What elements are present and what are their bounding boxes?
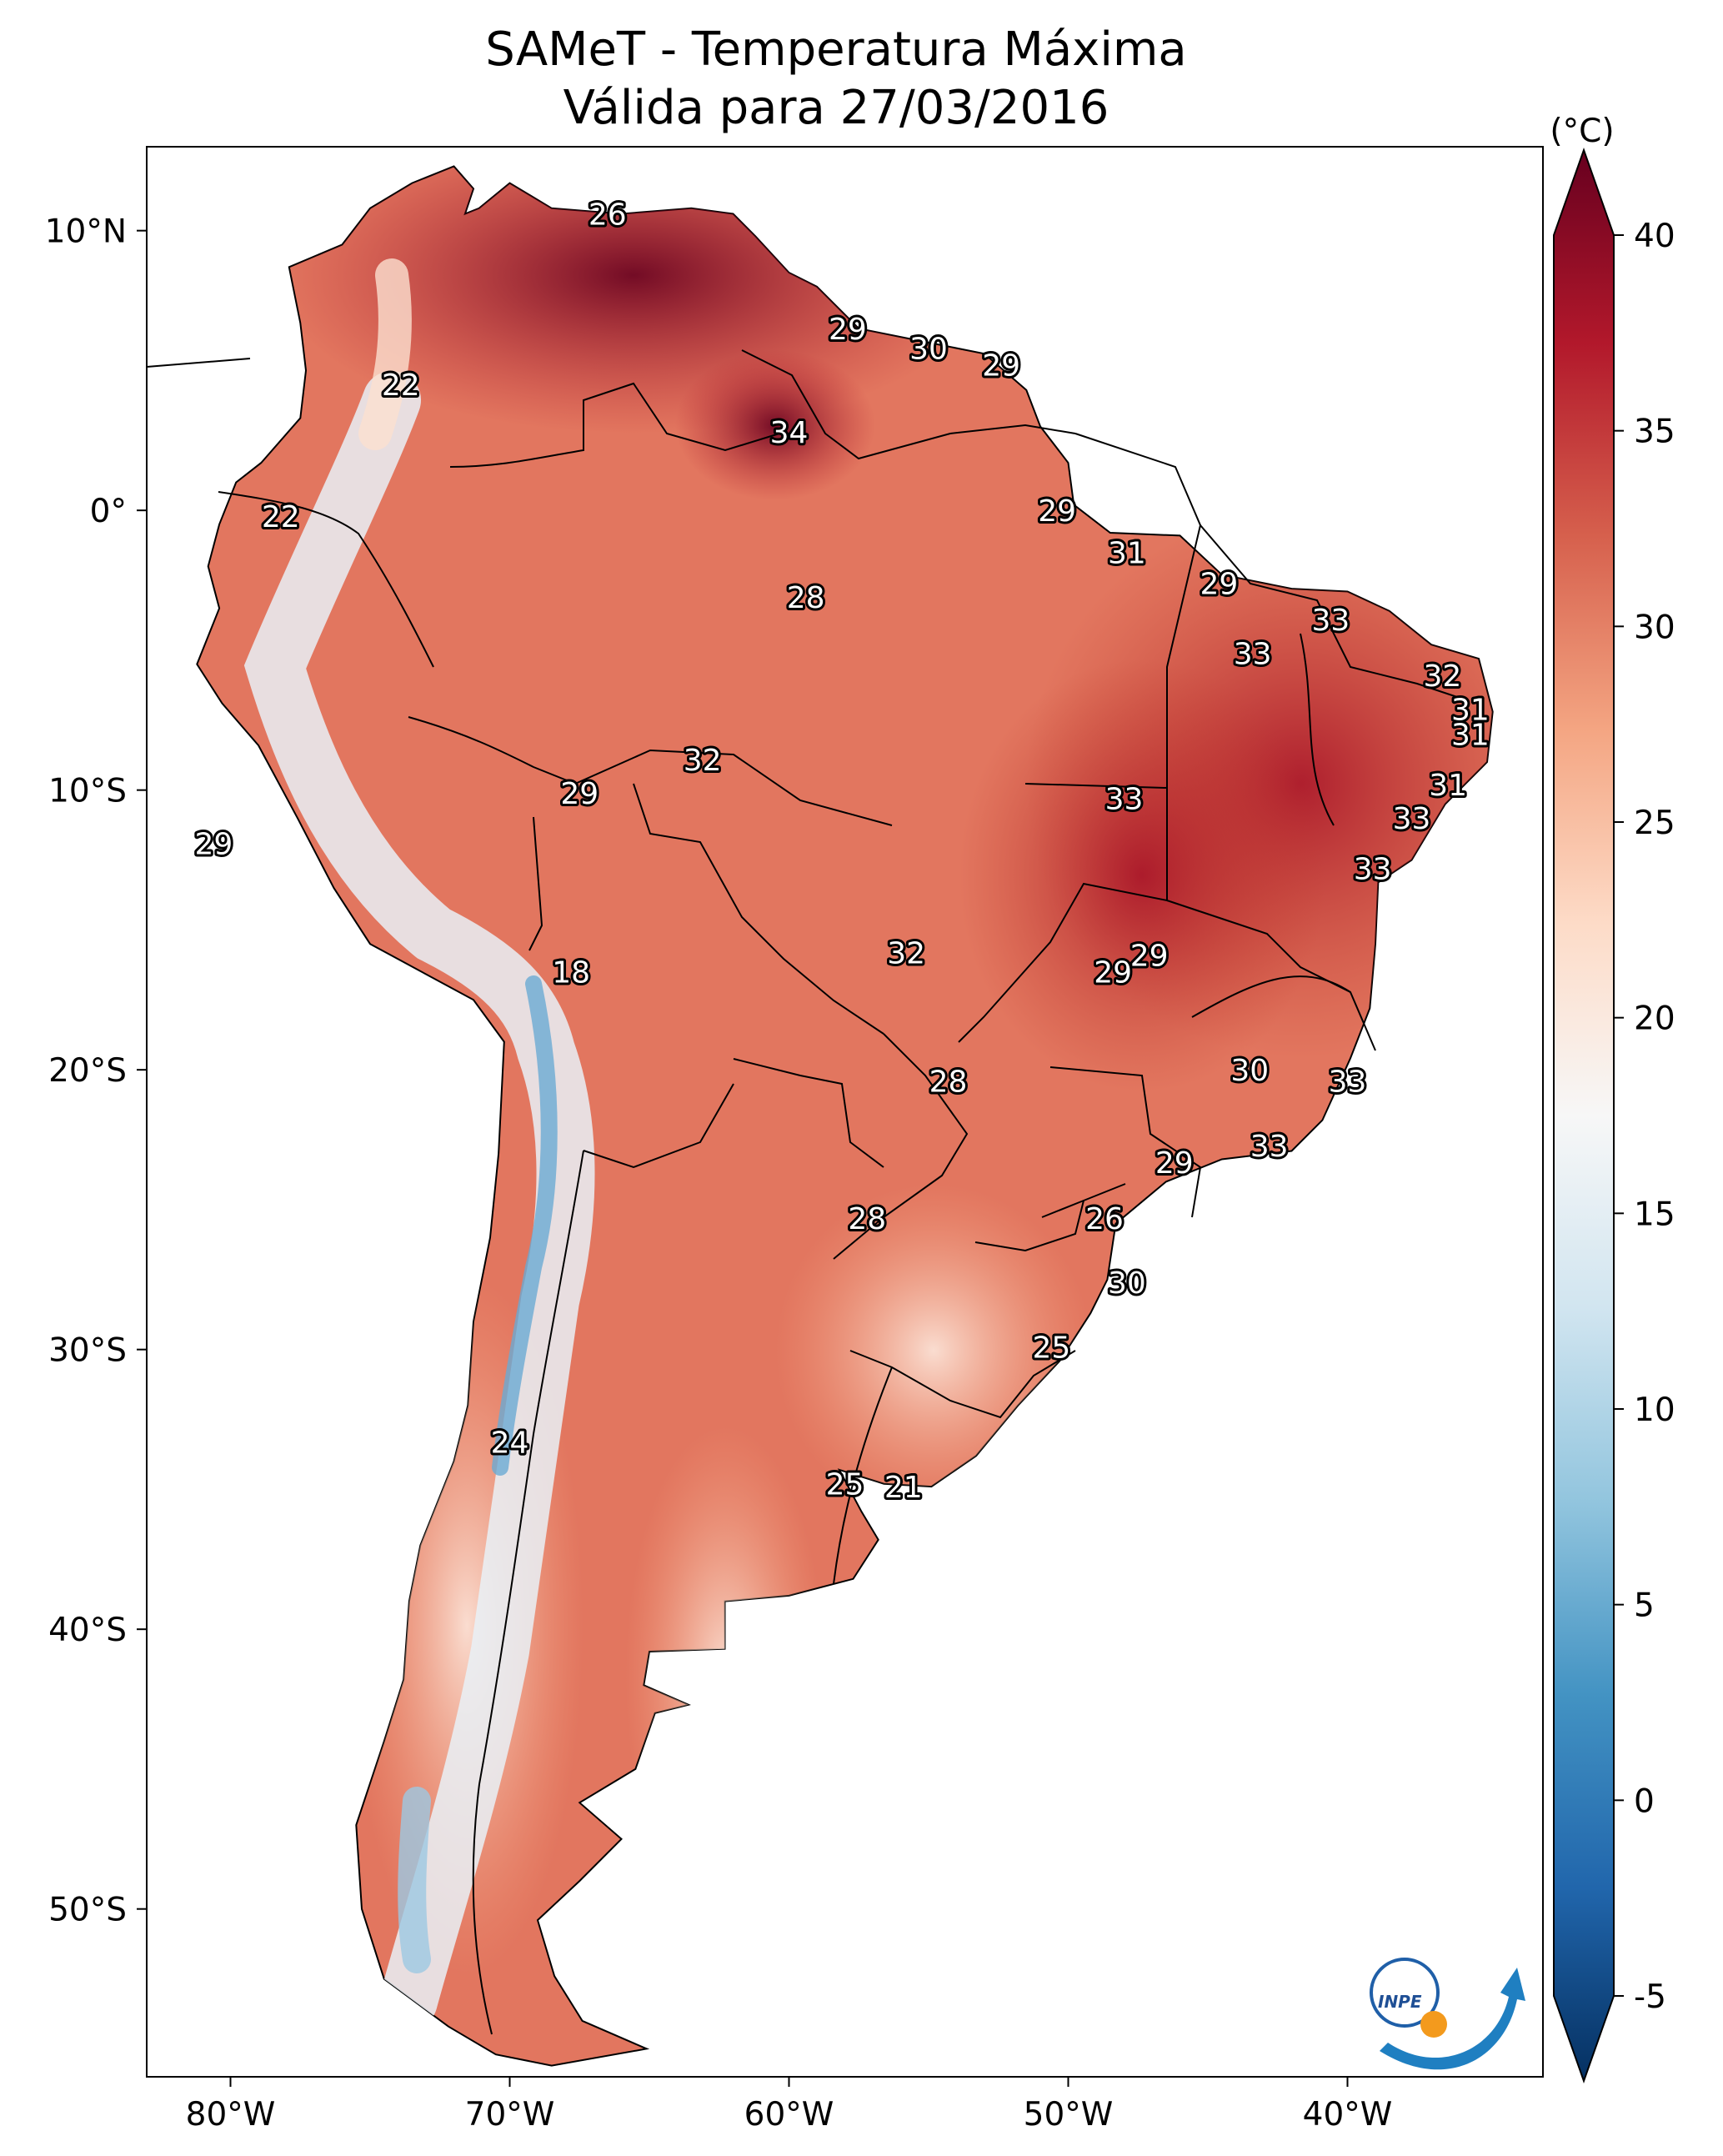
lon-tick-label: 60°W (744, 2096, 834, 2133)
temperature-label: 33 (1311, 604, 1350, 638)
map-axes: 80°W 70°W 60°W 50°W 40°W 10°N 0° 10°S 20°S 30°S 40… (45, 213, 1393, 2133)
temperature-label: 32 (1423, 659, 1461, 694)
lat-tick-label: 20°S (48, 1052, 127, 1090)
colorbar-tick-label: 10 (1634, 1391, 1675, 1429)
temperature-label: 29 (1130, 940, 1169, 974)
temperature-label: 29 (1155, 1146, 1194, 1181)
temperature-label: 30 (1108, 1266, 1146, 1301)
temperature-label: 29 (1200, 567, 1238, 601)
inpe-logo-orbit (1370, 1958, 1440, 2028)
temperature-label: 24 (491, 1426, 529, 1460)
inpe-logo-swoosh (1380, 1968, 1525, 2070)
colorbar-tick-label: 30 (1634, 609, 1675, 646)
temperature-label: 28 (848, 1202, 886, 1236)
colorbar-tick-label: 5 (1634, 1587, 1655, 1625)
temperature-label: 28 (787, 581, 825, 615)
temperature-label: 33 (1393, 802, 1431, 836)
temperature-label: 33 (1250, 1130, 1289, 1164)
lat-tick-label: 30°S (48, 1332, 127, 1370)
temperature-label: 31 (1108, 537, 1146, 571)
colorbar-tick-label: -5 (1634, 1978, 1666, 2016)
colorbar-unit: (°C) (1550, 113, 1614, 150)
temperature-label: 26 (589, 198, 627, 233)
temperature-label: 21 (884, 1471, 923, 1505)
andes-cold-core (492, 975, 558, 1476)
patagonia-cold-core (398, 1787, 431, 1973)
temperature-label: 33 (1234, 637, 1272, 671)
temperature-label: 30 (1230, 1054, 1269, 1088)
temperature-label: 31 (1451, 693, 1490, 727)
lon-tick-label: 40°W (1303, 2096, 1393, 2133)
temperature-label: 29 (829, 313, 867, 347)
colorbar-tick-label: 40 (1634, 218, 1675, 255)
temperature-label: 29 (1094, 956, 1132, 990)
colombia-cool-band (358, 258, 412, 450)
country-borders (146, 349, 1468, 2035)
map-title-line1: SAMeT - Temperatura Máxima (485, 23, 1187, 77)
temperature-label: 33 (1329, 1065, 1367, 1100)
lon-tick-label: 50°W (1024, 2096, 1114, 2133)
inpe-logo: INPE (1370, 1958, 1525, 2070)
temperature-label: 29 (1038, 494, 1076, 529)
temperature-label: 29 (194, 827, 233, 861)
lat-tick-label: 0° (90, 493, 127, 530)
temperature-label: 31 (1451, 719, 1490, 753)
colorbar-tick-label: 25 (1634, 805, 1675, 842)
temperature-label: 32 (684, 744, 722, 778)
lat-tick-label: 10°N (45, 213, 127, 251)
land-area (146, 165, 1494, 2067)
temperature-label: 33 (1354, 853, 1392, 887)
lat-tick-label: 10°S (48, 773, 127, 810)
temperature-label: 29 (982, 349, 1020, 384)
colorbar-tick-label: 35 (1634, 414, 1675, 451)
temperature-label: 26 (1085, 1202, 1124, 1236)
lon-tick-label: 70°W (465, 2096, 555, 2133)
lat-tick-label: 40°S (48, 1612, 127, 1649)
temperature-label: 22 (262, 500, 300, 534)
lat-tick-label: 50°S (48, 1892, 127, 1929)
temperature-label: 28 (929, 1065, 968, 1100)
map-title-line2: Válida para 27/03/2016 (563, 81, 1109, 135)
temperature-label: 33 (1105, 783, 1144, 817)
temperature-label: 22 (382, 369, 420, 403)
temperature-label: 25 (826, 1468, 864, 1502)
colorbar-tick-label: 20 (1634, 1000, 1675, 1038)
inpe-logo-sun (1420, 2011, 1447, 2038)
colorbar-tick-label: 0 (1634, 1782, 1655, 1820)
colorbar-body (1553, 147, 1615, 2084)
temperature-label: 25 (1032, 1331, 1070, 1365)
colorbar-tick-label: 15 (1634, 1196, 1675, 1233)
temperature-label: 32 (887, 936, 925, 970)
temperature-label: 29 (560, 777, 599, 811)
temperature-label: 18 (552, 956, 590, 990)
inpe-logo-text: INPE (1378, 1992, 1422, 2012)
temperature-label: 30 (909, 333, 948, 367)
lon-tick-label: 80°W (186, 2096, 276, 2133)
colorbar-ticks: 40 35 30 25 20 15 10 5 0 -5 (1614, 218, 1675, 2016)
temperature-label: 31 (1429, 769, 1467, 803)
temperature-label: 34 (770, 416, 809, 450)
colorbar: (°C) 40 35 30 25 20 15 10 5 0 -5 (1550, 113, 1675, 2084)
